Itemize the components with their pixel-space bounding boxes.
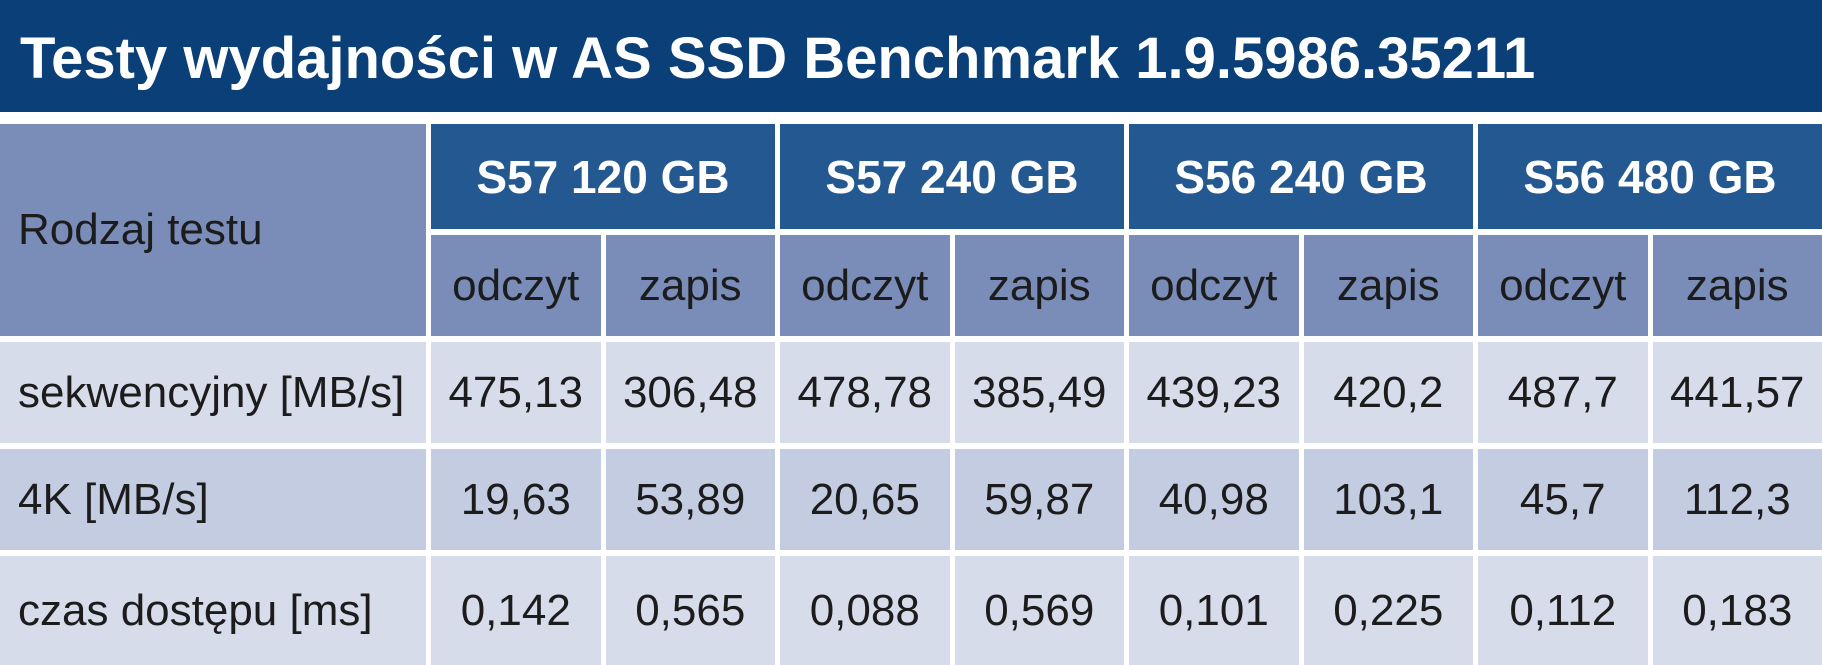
title-bar: Testy wydajności w AS SSD Benchmark 1.9.…	[0, 0, 1822, 112]
value-cell: 112,3	[1652, 449, 1822, 550]
value-cell: 420,2	[1303, 342, 1473, 443]
value-cell: 0,183	[1652, 556, 1822, 665]
group-header: S57 240 GB	[780, 124, 1124, 229]
value-cell: 441,57	[1652, 342, 1822, 443]
value-cell: 385,49	[954, 342, 1124, 443]
value-cell: 40,98	[1129, 449, 1299, 550]
value-cell: 59,87	[954, 449, 1124, 550]
sub-header: odczyt	[431, 235, 601, 336]
sub-header: zapis	[1303, 235, 1473, 336]
value-cell: 478,78	[780, 342, 950, 443]
value-cell: 103,1	[1303, 449, 1473, 550]
group-header: S56 480 GB	[1478, 124, 1822, 229]
sub-header: odczyt	[780, 235, 950, 336]
sub-header: zapis	[605, 235, 775, 336]
value-cell: 45,7	[1478, 449, 1648, 550]
value-cell: 20,65	[780, 449, 950, 550]
group-header: S56 240 GB	[1129, 124, 1473, 229]
value-cell: 439,23	[1129, 342, 1299, 443]
value-cell: 0,225	[1303, 556, 1473, 665]
title: Testy wydajności w AS SSD Benchmark 1.9.…	[20, 26, 1536, 91]
value-cell: 487,7	[1478, 342, 1648, 443]
value-cell: 19,63	[431, 449, 601, 550]
sub-header: zapis	[954, 235, 1124, 336]
value-cell: 0,112	[1478, 556, 1648, 665]
group-header: S57 120 GB	[431, 124, 775, 229]
value-cell: 0,088	[780, 556, 950, 665]
row-label: sekwencyjny [MB/s]	[0, 342, 426, 443]
corner-header: Rodzaj testu	[0, 124, 426, 336]
value-cell: 306,48	[605, 342, 775, 443]
value-cell: 475,13	[431, 342, 601, 443]
sub-header: odczyt	[1478, 235, 1648, 336]
results-table: Rodzaj testu S57 120 GB S57 240 GB S56 240…	[0, 124, 1822, 665]
row-label: 4K [MB/s]	[0, 449, 426, 550]
value-cell: 0,565	[605, 556, 775, 665]
value-cell: 0,569	[954, 556, 1124, 665]
sub-header: odczyt	[1129, 235, 1299, 336]
value-cell: 0,142	[431, 556, 601, 665]
value-cell: 53,89	[605, 449, 775, 550]
sub-header: zapis	[1652, 235, 1822, 336]
row-label: czas dostępu [ms]	[0, 556, 426, 665]
value-cell: 0,101	[1129, 556, 1299, 665]
